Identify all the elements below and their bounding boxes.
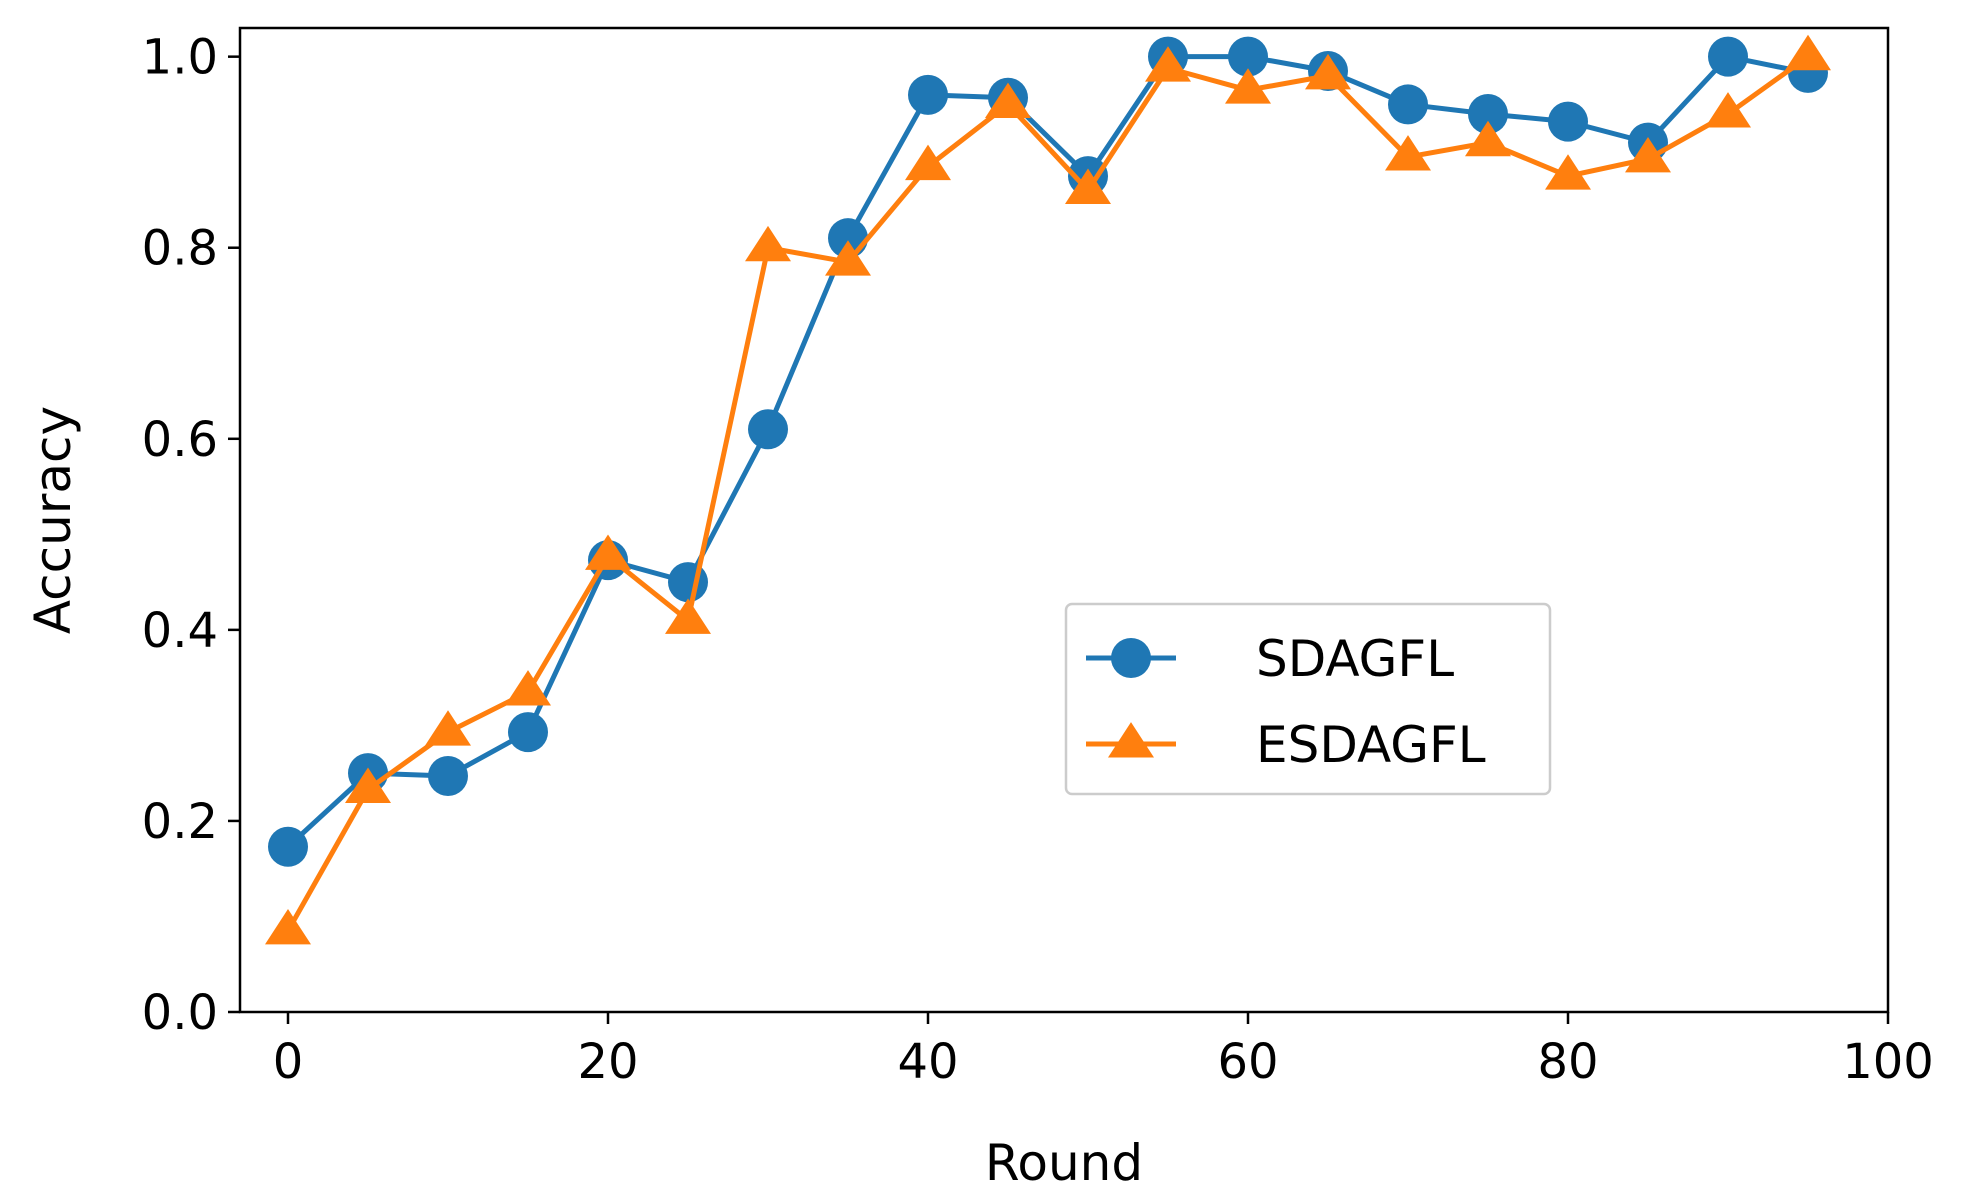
data-point-esdagfl <box>1785 34 1831 71</box>
series-esdagfl <box>265 34 1831 945</box>
data-point-esdagfl <box>1225 68 1271 104</box>
x-axis: 0 20 40 60 80 100 <box>273 1012 1934 1090</box>
data-point-esdagfl <box>1065 168 1111 204</box>
data-point-sdagfl <box>1548 101 1588 142</box>
data-point-sdagfl <box>1228 36 1268 77</box>
legend-label-sdagfl: SDAGFL <box>1256 630 1454 688</box>
data-point-esdagfl <box>265 908 311 945</box>
data-point-esdagfl <box>1385 135 1431 171</box>
data-point-sdagfl <box>1388 84 1428 125</box>
x-tick-label: 40 <box>897 1034 958 1090</box>
data-point-esdagfl <box>585 534 631 570</box>
y-axis: 0.0 0.2 0.4 0.6 0.8 1.0 <box>142 30 240 1041</box>
x-axis-title: Round <box>985 1134 1143 1192</box>
legend-marker-esdagfl <box>1108 722 1154 758</box>
data-point-esdagfl <box>1545 154 1591 190</box>
data-point-sdagfl <box>1708 36 1748 77</box>
data-point-esdagfl <box>1145 46 1191 82</box>
series-line-esdagfl <box>285 54 1810 933</box>
y-tick-label: 0.0 <box>142 985 218 1041</box>
data-point-esdagfl <box>1705 92 1751 128</box>
data-point-esdagfl <box>825 240 871 276</box>
data-point-esdagfl <box>665 598 711 634</box>
y-tick-label: 0.8 <box>142 221 218 277</box>
plot-frame <box>238 26 1890 1014</box>
y-axis-title: Accuracy <box>24 406 82 634</box>
legend-label-esdagfl: ESDAGFL <box>1256 716 1486 774</box>
data-point-esdagfl <box>905 144 951 181</box>
data-point-sdagfl <box>508 712 548 753</box>
data-point-esdagfl <box>425 710 471 746</box>
y-tick-label: 0.6 <box>142 412 218 468</box>
data-point-esdagfl <box>745 225 791 262</box>
data-point-esdagfl <box>1625 137 1671 173</box>
x-tick-label: 0 <box>273 1034 304 1090</box>
data-point-sdagfl <box>268 826 308 867</box>
data-point-esdagfl <box>1305 53 1351 90</box>
data-point-sdagfl <box>748 409 788 450</box>
series-layer <box>265 34 1831 945</box>
y-tick-label: 1.0 <box>142 30 218 86</box>
x-tick-label: 100 <box>1842 1034 1934 1090</box>
x-tick-label: 60 <box>1217 1034 1278 1090</box>
data-point-sdagfl <box>428 756 468 797</box>
data-point-sdagfl <box>668 562 708 603</box>
y-tick-label: 0.2 <box>142 794 218 850</box>
data-point-sdagfl <box>908 74 948 115</box>
legend: SDAGFL ESDAGFL <box>1064 602 1552 796</box>
y-tick-label: 0.4 <box>142 603 218 659</box>
data-point-esdagfl <box>505 670 551 706</box>
x-tick-label: 20 <box>577 1034 638 1090</box>
x-tick-label: 80 <box>1537 1034 1598 1090</box>
data-point-esdagfl <box>345 767 391 803</box>
legend-box <box>1064 602 1552 796</box>
data-point-esdagfl <box>1465 120 1511 157</box>
data-point-esdagfl <box>985 82 1031 118</box>
data-point-sdagfl <box>1468 93 1508 134</box>
legend-marker-sdagfl <box>1111 638 1151 678</box>
